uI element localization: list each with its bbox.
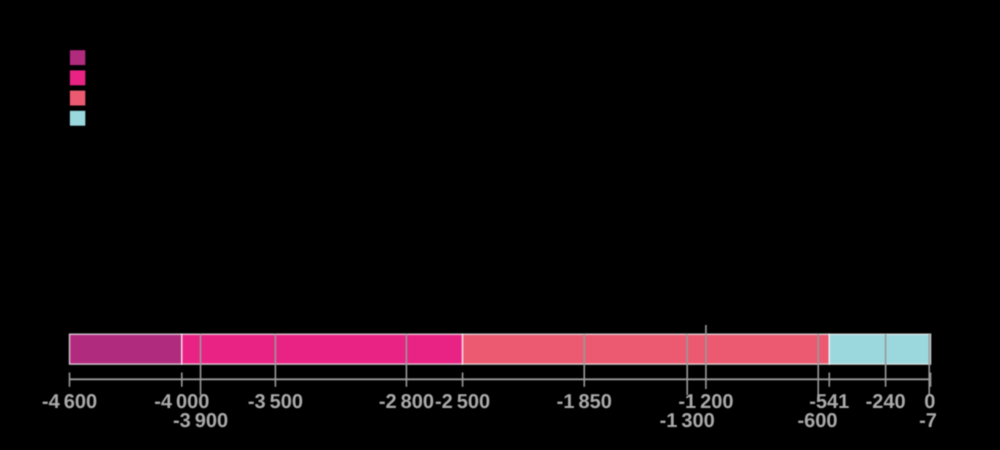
- svg-text:-1 200: -1 200: [678, 391, 733, 413]
- svg-text:-541: -541: [809, 391, 849, 413]
- svg-text:-3 500: -3 500: [248, 391, 303, 413]
- svg-text:-2 800: -2 800: [379, 391, 434, 413]
- svg-text:-3 900: -3 900: [173, 410, 228, 432]
- svg-text:-4 000: -4 000: [154, 391, 209, 413]
- svg-text:-600: -600: [797, 410, 837, 432]
- svg-text:0: 0: [924, 391, 935, 413]
- svg-text:-4 600: -4 600: [42, 391, 97, 413]
- svg-text:-7: -7: [919, 410, 937, 432]
- svg-text:-1 850: -1 850: [557, 391, 612, 413]
- svg-text:-1 300: -1 300: [660, 410, 715, 432]
- svg-text:-240: -240: [866, 391, 906, 413]
- svg-text:-2 500: -2 500: [435, 391, 490, 413]
